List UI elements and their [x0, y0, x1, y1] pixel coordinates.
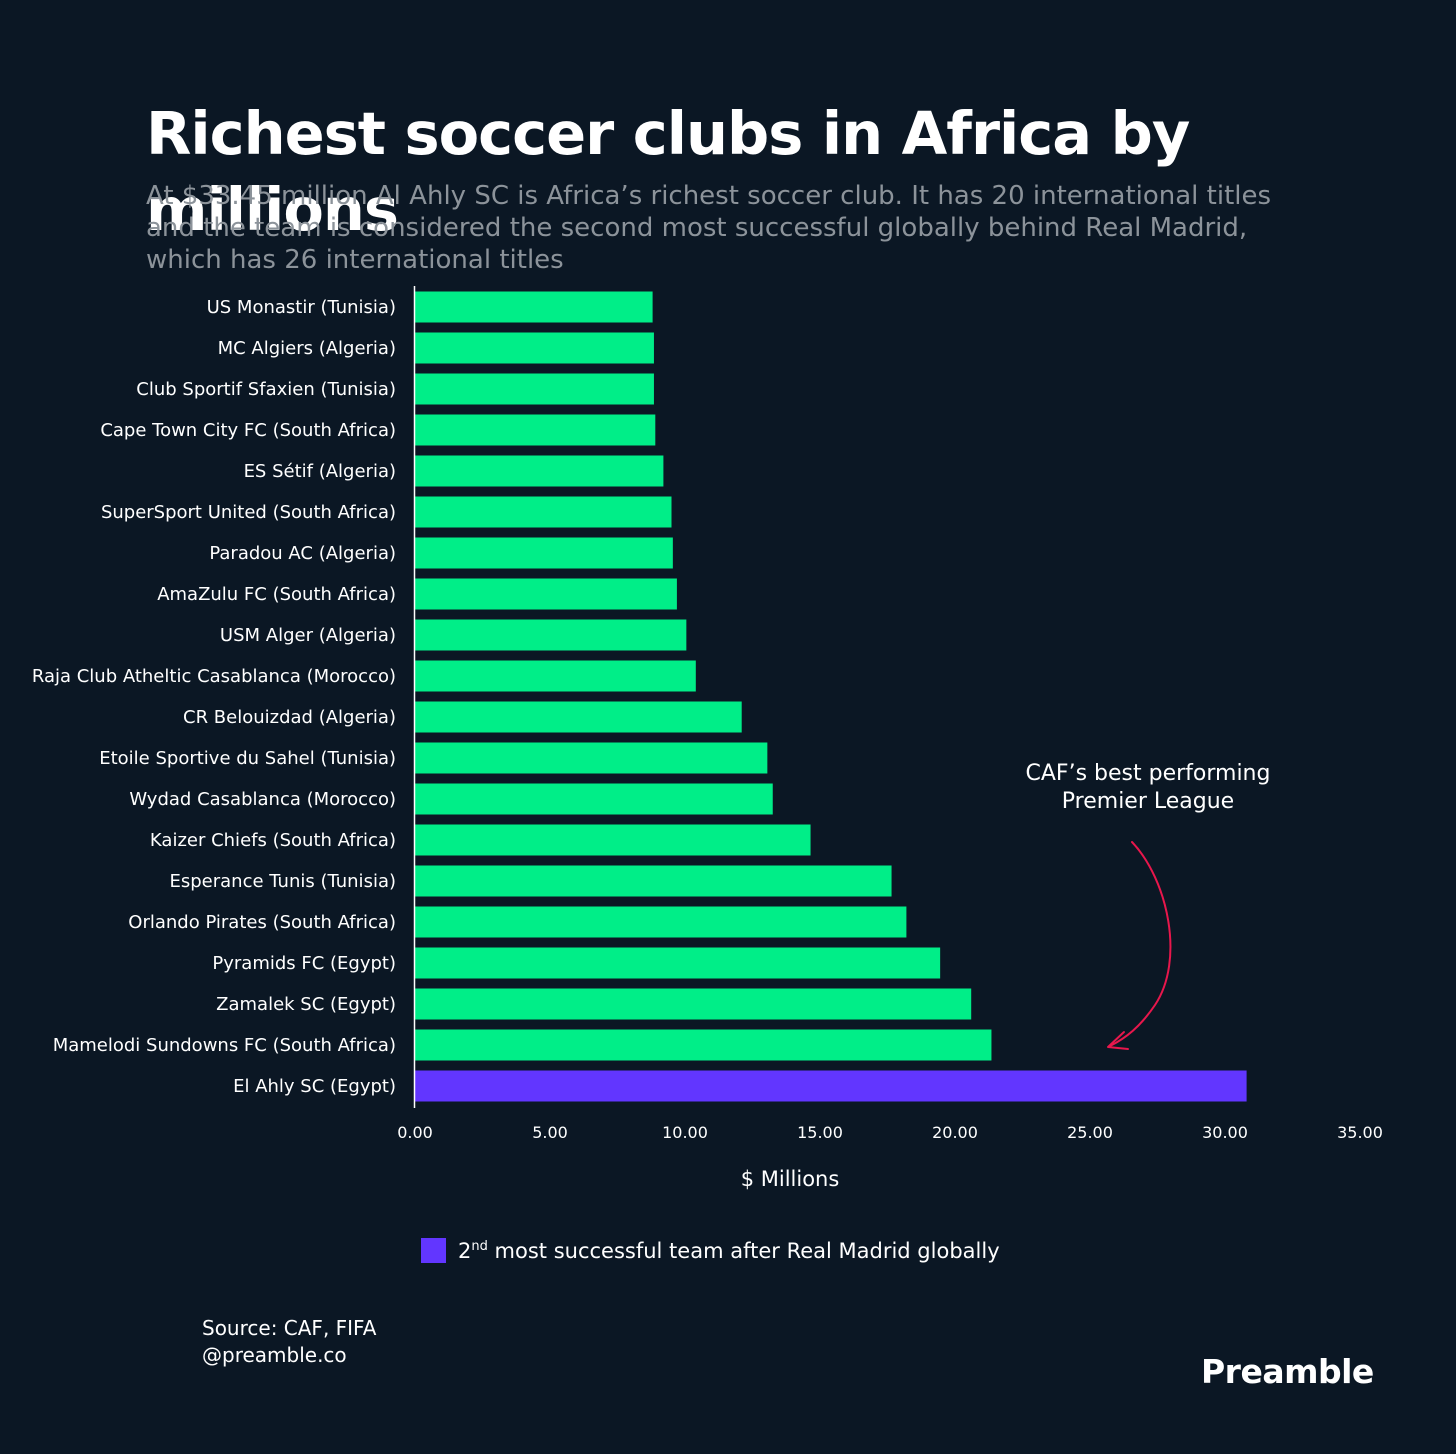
legend: 2nd most successful team after Real Madr…: [421, 1238, 1000, 1263]
bar: [415, 332, 654, 364]
x-tick-label: 25.00: [1067, 1123, 1113, 1142]
bar: [415, 578, 677, 610]
category-label: USM Alger (Algeria): [220, 625, 396, 646]
category-label: El Ahly SC (Egypt): [233, 1076, 396, 1097]
x-tick-label: 30.00: [1202, 1123, 1248, 1142]
legend-label: 2nd most successful team after Real Madr…: [458, 1239, 1000, 1263]
x-tick-label: 10.00: [662, 1123, 708, 1142]
category-label: Zamalek SC (Egypt): [216, 994, 396, 1015]
bar: [415, 496, 672, 528]
category-label: AmaZulu FC (South Africa): [157, 584, 396, 605]
brand-logo: Preamble: [1201, 1352, 1374, 1391]
bar: [415, 865, 892, 897]
annotation-arrow: [1107, 841, 1172, 1050]
x-tick-labels-layer: 0.00 5.00 10.00 15.00 20.00 25.00 30.00 35.00: [397, 1123, 1383, 1142]
chart-title: Richest soccer clubs in Africa by millio…: [146, 99, 1190, 244]
category-label: Wydad Casablanca (Morocco): [129, 789, 396, 810]
category-label: MC Algiers (Algeria): [218, 338, 396, 359]
bar: [415, 373, 654, 405]
category-label: US Monastir (Tunisia): [207, 297, 396, 318]
source-text: Source: CAF, FIFA: [202, 1316, 377, 1340]
source-block: Source: CAF, FIFA @preamble.co: [202, 1315, 376, 1369]
category-label: ES Sétif (Algeria): [244, 461, 396, 482]
bar: [415, 455, 664, 487]
category-label: Club Sportif Sfaxien (Tunisia): [136, 379, 396, 400]
bar: [415, 660, 696, 692]
bar: [415, 1029, 992, 1061]
category-label: Pyramids FC (Egypt): [212, 953, 396, 974]
bar: [415, 291, 653, 323]
category-labels-layer: US Monastir (Tunisia) MC Algiers (Algeria…: [32, 297, 396, 1097]
bar: [415, 701, 742, 733]
bar: [415, 742, 768, 774]
category-label: Orlando Pirates (South Africa): [128, 912, 396, 933]
bar: [415, 824, 811, 856]
bar: [415, 947, 941, 979]
bar: [415, 414, 656, 446]
legend-label-text: most successful team after Real Madrid g…: [487, 1238, 1000, 1263]
x-tick-label: 15.00: [797, 1123, 843, 1142]
category-label: SuperSport United (South Africa): [101, 502, 396, 523]
x-tick-label: 0.00: [397, 1123, 433, 1142]
x-tick-label: 5.00: [532, 1123, 568, 1142]
category-label: Etoile Sportive du Sahel (Tunisia): [99, 748, 396, 769]
x-tick-label: 35.00: [1337, 1123, 1383, 1142]
annotation-text: CAF’s best performing Premier League: [1025, 761, 1271, 814]
category-label: Cape Town City FC (South Africa): [100, 420, 396, 441]
category-label: Esperance Tunis (Tunisia): [170, 871, 397, 892]
bars-layer: [415, 291, 1247, 1102]
category-label: Paradou AC (Algeria): [209, 543, 396, 564]
category-label: Mamelodi Sundowns FC (South Africa): [53, 1035, 396, 1056]
source-handle: @preamble.co: [202, 1343, 347, 1367]
bar: [415, 537, 673, 569]
bar: [415, 783, 773, 815]
category-label: CR Belouizdad (Algeria): [183, 707, 396, 728]
bar: [415, 988, 972, 1020]
legend-superscript: nd: [471, 1238, 488, 1254]
x-axis-label: $ Millions: [741, 1167, 840, 1191]
bar: [415, 619, 687, 651]
category-label: Raja Club Atheltic Casablanca (Morocco): [32, 666, 396, 687]
bar: [415, 1070, 1247, 1102]
x-tick-label: 20.00: [932, 1123, 978, 1142]
legend-label-base: 2: [458, 1238, 472, 1263]
legend-swatch: [421, 1238, 446, 1263]
bar: [415, 906, 907, 938]
chart-subtitle: At $33.45 million Al Ahly SC is Africa’s…: [146, 181, 1272, 275]
category-label: Kaizer Chiefs (South Africa): [150, 830, 396, 851]
